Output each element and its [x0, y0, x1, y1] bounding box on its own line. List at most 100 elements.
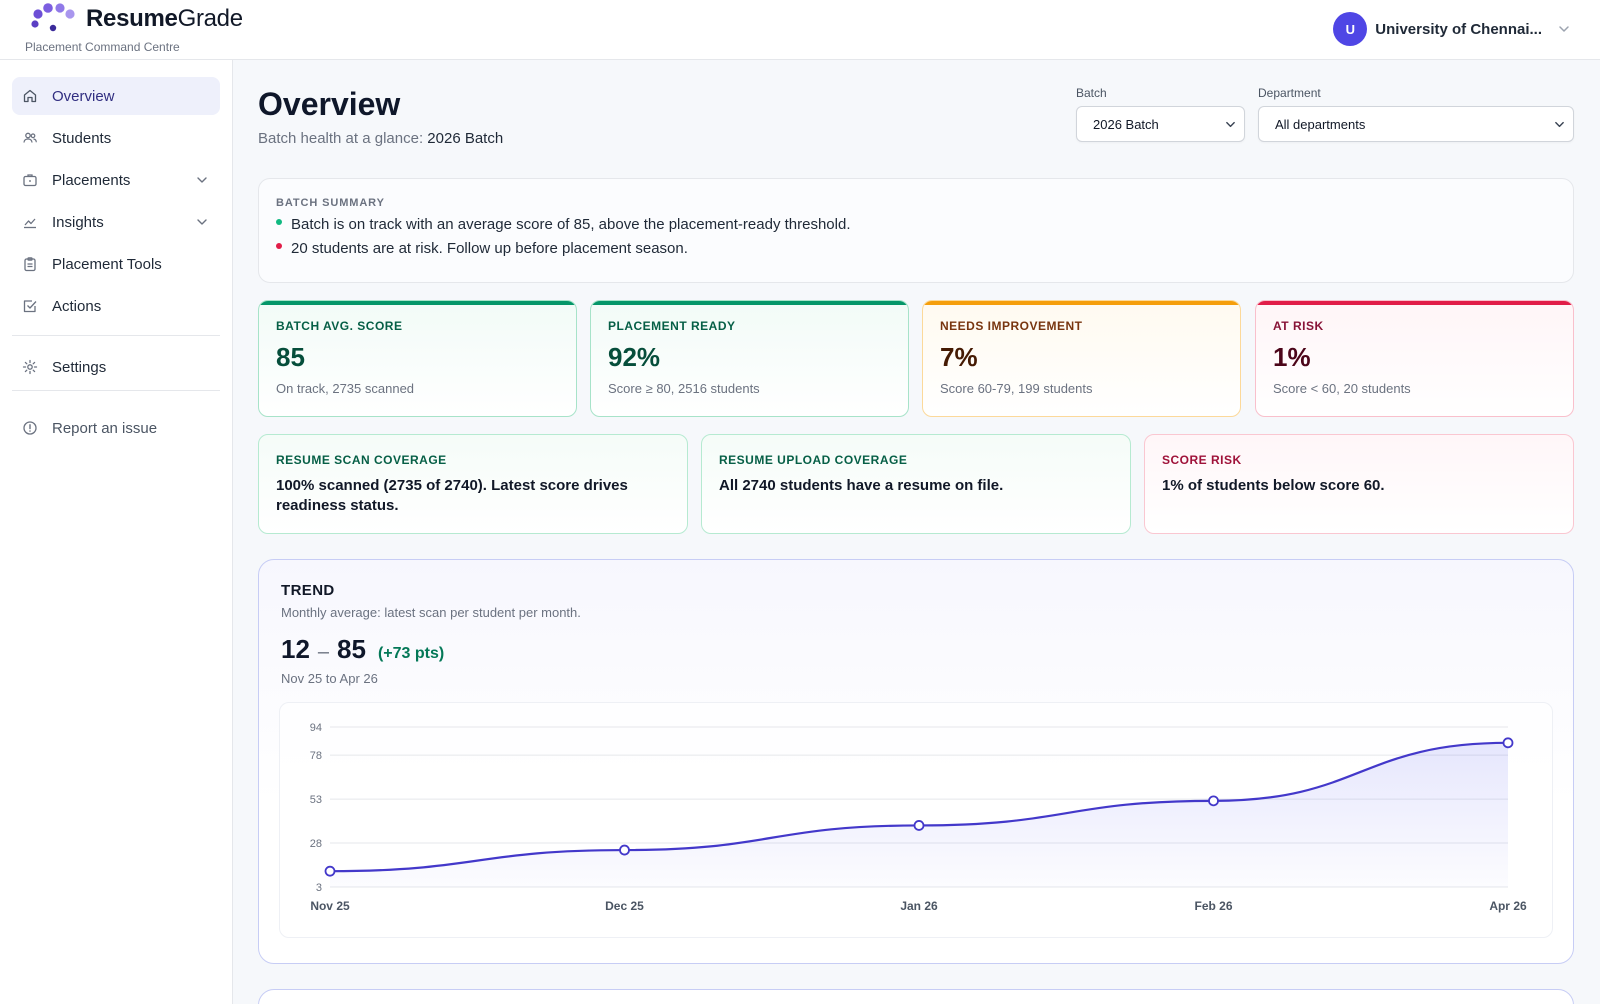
score-risk-card: SCORE RISK 1% of students below score 60… [1144, 434, 1574, 534]
data-point [913, 820, 925, 831]
kpi-card-at-risk[interactable]: AT RISK 1% Score < 60, 20 students [1255, 300, 1574, 417]
chevron-down-icon [1559, 26, 1569, 32]
summary-bullet: Batch is on track with an average score … [276, 216, 1556, 233]
sidebar-item-students[interactable]: Students [12, 119, 220, 157]
kpi-label: PLACEMENT READY [608, 319, 736, 333]
kpi-card-placement-ready[interactable]: PLACEMENT READY 92% Score ≥ 80, 2516 stu… [590, 300, 909, 417]
briefcase-icon [23, 174, 37, 187]
user-menu[interactable]: U University of Chennai... [1333, 12, 1570, 46]
batch-summary-card: BATCH SUMMARY Batch is on track with an … [258, 178, 1574, 283]
coverage-text: All 2740 students have a resume on file. [719, 477, 1004, 494]
sidebar-item-label: Settings [52, 358, 107, 376]
sidebar-item-label: Overview [52, 87, 115, 105]
batch-filter-label: Batch [1076, 86, 1107, 100]
data-point [324, 865, 336, 877]
x-tick-label: Feb 26 [1194, 899, 1232, 913]
page-subtitle-batch: 2026 Batch [427, 130, 504, 147]
coverage-label: RESUME UPLOAD COVERAGE [719, 453, 908, 467]
chevron-down-icon [197, 177, 207, 183]
summary-bullet-text: Batch is on track with an average score … [291, 216, 851, 233]
chevron-down-icon [197, 219, 207, 225]
data-point [619, 844, 630, 856]
status-dot-green [276, 219, 282, 225]
sidebar-item-label: Students [52, 129, 112, 147]
sidebar-item-placement-tools[interactable]: Placement Tools [12, 245, 220, 283]
trend-delta: (+73 pts) [377, 645, 445, 662]
alert-circle-icon [23, 421, 37, 435]
brand-name-rest: Grade [177, 5, 244, 32]
chart-line-icon [24, 218, 36, 229]
next-section-card [258, 989, 1574, 1004]
sidebar-item-label: Actions [52, 297, 102, 315]
sidebar: Overview Students Placements Insights Pl… [0, 60, 233, 1004]
gear-icon [22, 359, 38, 375]
x-tick-label: Dec 25 [605, 899, 644, 913]
kpi-card-batch-avg-score[interactable]: BATCH AVG. SCORE 85 On track, 2735 scann… [258, 300, 577, 417]
kpi-label: BATCH AVG. SCORE [276, 319, 403, 333]
trend-subtitle: Monthly average: latest scan per student… [281, 605, 581, 620]
logo[interactable]: ResumeGrade [28, 2, 243, 36]
trend-range: 12 – 85 (+73 pts) [281, 634, 1551, 665]
chevron-down-icon [1226, 121, 1235, 128]
sidebar-item-actions[interactable]: Actions [12, 287, 220, 325]
trend-date-range: Nov 25 to Apr 26 [281, 671, 378, 686]
kpi-value: 7% [940, 342, 978, 372]
sidebar-item-label: Placement Tools [52, 255, 162, 273]
resume-upload-coverage-card: RESUME UPLOAD COVERAGE All 2740 students… [701, 434, 1131, 534]
sidebar-item-placements[interactable]: Placements [12, 161, 220, 199]
user-name: University of Chennai... [1375, 20, 1542, 38]
coverage-label: RESUME SCAN COVERAGE [276, 453, 447, 467]
y-tick-label: 53 [310, 794, 322, 806]
y-tick-label: 94 [310, 722, 322, 734]
sidebar-item-report-issue[interactable]: Report an issue [12, 409, 220, 447]
batch-summary-label: BATCH SUMMARY [276, 197, 385, 209]
department-select-value: All departments [1275, 116, 1366, 132]
department-select[interactable]: All departments [1258, 106, 1574, 142]
batch-select[interactable]: 2026 Batch [1076, 106, 1245, 142]
sidebar-divider [12, 390, 220, 391]
avatar: U [1333, 12, 1368, 46]
kpi-label: NEEDS IMPROVEMENT [940, 319, 1083, 333]
batch-select-value: 2026 Batch [1093, 116, 1159, 132]
batch-filter: Batch 2026 Batch [1076, 86, 1245, 142]
sidebar-divider [12, 335, 220, 336]
trend-end-value: 85 [337, 634, 366, 664]
summary-bullet-text: 20 students are at risk. Follow up befor… [291, 240, 688, 257]
page-subtitle-prefix: Batch health at a glance: [258, 130, 428, 147]
sidebar-item-label: Insights [52, 213, 104, 231]
checkbox-icon [23, 300, 37, 313]
top-bar: ResumeGrade Placement Command Centre U U… [0, 0, 1600, 60]
page-subtitle: Batch health at a glance: 2026 Batch [258, 130, 503, 147]
brand-name-bold: Resume [86, 5, 178, 32]
trend-title: TREND [281, 582, 335, 599]
sidebar-item-insights[interactable]: Insights [12, 203, 220, 241]
department-filter-label: Department [1258, 86, 1321, 100]
trend-chart: 3 28 53 78 94 Nov 25 Dec 25 Jan 26 Feb 26 Apr 26 [279, 702, 1553, 938]
series-area [330, 742, 1508, 887]
trend-card: TREND Monthly average: latest scan per s… [258, 559, 1574, 964]
page-title: Overview [258, 86, 401, 122]
kpi-note: Score < 60, 20 students [1273, 381, 1411, 396]
kpi-value: 85 [276, 342, 305, 372]
users-icon [23, 132, 37, 143]
x-tick-label: Jan 26 [900, 899, 938, 913]
kpi-card-needs-improvement[interactable]: NEEDS IMPROVEMENT 7% Score 60-79, 199 st… [922, 300, 1241, 417]
brand-tagline: Placement Command Centre [25, 40, 180, 54]
kpi-note: Score ≥ 80, 2516 students [608, 381, 760, 396]
x-tick-label: Apr 26 [1489, 899, 1527, 913]
sidebar-item-overview[interactable]: Overview [12, 77, 220, 115]
coverage-text: 100% scanned (2735 of 2740). Latest scor… [276, 477, 628, 514]
x-tick-label: Nov 25 [310, 899, 350, 913]
kpi-note: Score 60-79, 199 students [940, 381, 1093, 396]
y-tick-label: 3 [316, 882, 322, 894]
status-dot-red [276, 243, 282, 249]
department-filter: Department All departments [1258, 86, 1574, 142]
clipboard-icon [24, 257, 36, 272]
sidebar-item-label: Placements [52, 171, 131, 189]
kpi-value: 92% [608, 342, 661, 372]
chevron-down-icon [1555, 121, 1564, 128]
sidebar-item-label: Report an issue [52, 419, 158, 437]
y-tick-label: 28 [310, 838, 322, 850]
sidebar-item-settings[interactable]: Settings [12, 348, 220, 386]
kpi-note: On track, 2735 scanned [276, 381, 415, 396]
